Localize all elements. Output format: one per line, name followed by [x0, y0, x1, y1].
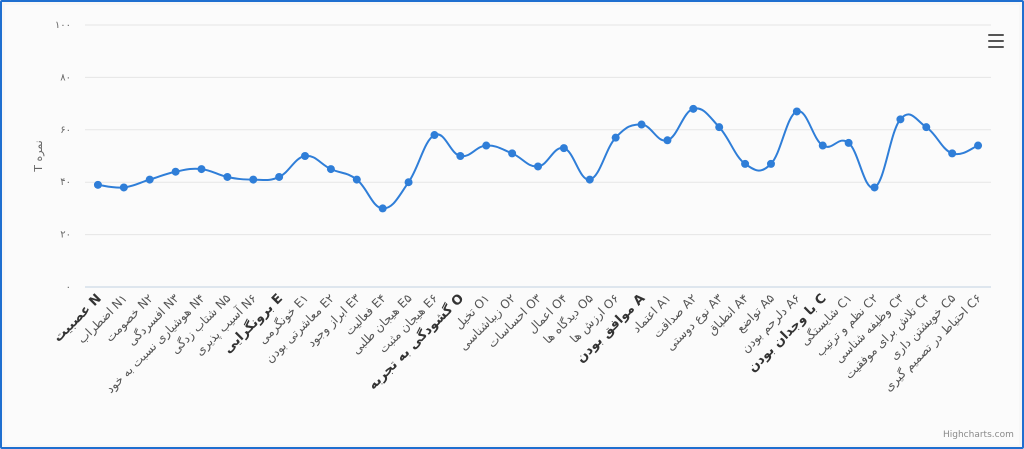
y-tick-label: ۴۰ — [60, 177, 71, 188]
data-point[interactable] — [766, 159, 775, 168]
y-axis-title: T نمره — [32, 140, 45, 172]
data-point[interactable] — [378, 204, 387, 213]
chart-menu-button[interactable] — [982, 26, 1010, 54]
data-point[interactable] — [508, 149, 517, 158]
data-point[interactable] — [818, 141, 827, 150]
y-tick-label: ۸۰ — [60, 72, 71, 83]
data-point[interactable] — [275, 172, 284, 181]
data-point[interactable] — [715, 123, 724, 132]
data-point[interactable] — [301, 152, 310, 160]
y-tick-label: ۲۰ — [60, 230, 71, 241]
hamburger-menu-icon — [988, 34, 1004, 37]
credits-link[interactable]: Highcharts.com — [943, 430, 1014, 440]
data-point[interactable] — [249, 175, 258, 184]
data-point[interactable] — [974, 141, 983, 150]
data-point[interactable] — [197, 165, 206, 174]
data-point[interactable] — [430, 131, 439, 140]
data-point[interactable] — [171, 167, 180, 176]
data-point[interactable] — [585, 175, 594, 184]
data-point[interactable] — [792, 107, 801, 116]
data-point[interactable] — [948, 149, 957, 158]
data-point[interactable] — [741, 159, 750, 168]
data-point[interactable] — [689, 104, 698, 113]
hamburger-line — [988, 45, 1004, 49]
data-point[interactable] — [870, 183, 879, 192]
data-point[interactable] — [637, 120, 646, 129]
series-line — [97, 107, 979, 210]
data-point[interactable] — [93, 180, 102, 189]
data-point[interactable] — [404, 178, 413, 187]
y-tick-label: ۰ — [66, 282, 71, 293]
data-point[interactable] — [896, 115, 905, 124]
data-point[interactable] — [559, 144, 568, 153]
y-tick-label: ۱۰۰ — [55, 20, 71, 31]
data-point[interactable] — [922, 123, 931, 132]
data-point[interactable] — [145, 175, 154, 184]
data-point[interactable] — [844, 138, 853, 147]
data-point[interactable] — [352, 175, 361, 184]
data-point[interactable] — [326, 165, 335, 174]
y-tick-label: ۶۰ — [60, 125, 71, 136]
data-point[interactable] — [119, 183, 128, 192]
data-point[interactable] — [482, 141, 491, 150]
data-point[interactable] — [456, 152, 465, 160]
data-point[interactable] — [223, 172, 232, 181]
data-point[interactable] — [534, 162, 542, 171]
data-point[interactable] — [663, 136, 672, 145]
chart-area: ۰ ۲۰ ۴۰ ۶۰ ۸۰ ۱۰۰ T نمره عصبیت N اضطراب N۱ خصومت … — [5, 5, 1019, 445]
data-point[interactable] — [611, 133, 620, 142]
hamburger-line — [988, 39, 1004, 43]
